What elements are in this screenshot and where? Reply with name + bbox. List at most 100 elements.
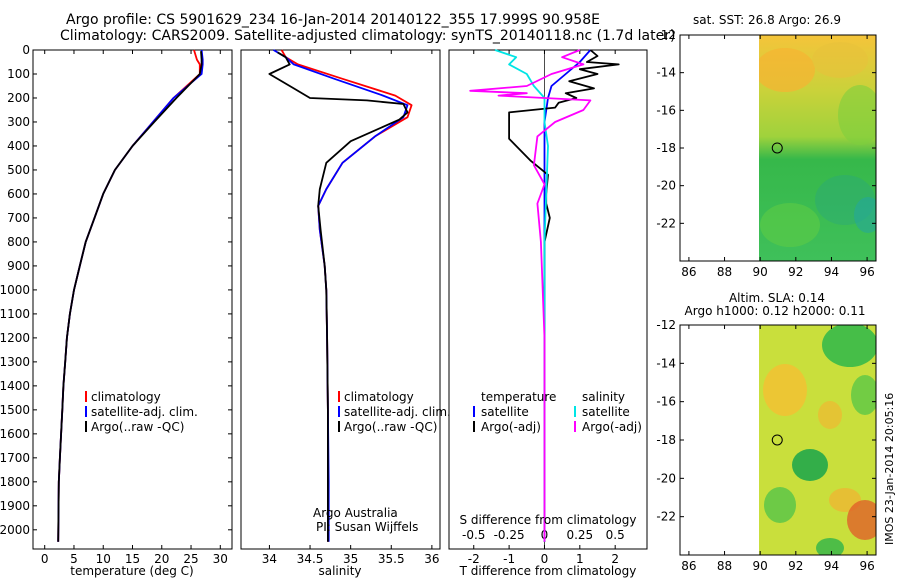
x-tick-label: -1 — [503, 552, 515, 566]
legend-swatch-argo — [338, 421, 340, 432]
x-tick-label: 92 — [788, 559, 803, 573]
difference-xlabel-top: S difference from climatology — [460, 513, 637, 527]
series-line-argo-raw-qc- — [57, 51, 203, 542]
x-tick-label: 94 — [824, 265, 839, 279]
legend-swatch-temp-satellite — [473, 406, 475, 417]
y-tick-label: 600 — [7, 187, 30, 201]
series-line-salinity-satellite — [494, 49, 549, 542]
legend-label-temp-satellite: satellite — [481, 405, 529, 419]
sst-map-image — [759, 35, 876, 261]
x-tick-label: 0 — [541, 552, 549, 566]
legend-swatch-sal-argo — [574, 421, 576, 432]
y-tick-label: 1000 — [0, 283, 30, 297]
x-tick-label: -2 — [468, 552, 480, 566]
salinity-xlabel: salinity — [318, 564, 361, 578]
y-tick-label: -14 — [656, 66, 676, 80]
x-tick-label-top: 0.25 — [566, 528, 593, 542]
credit-line1: Argo Australia — [313, 506, 398, 520]
y-tick-label: 1700 — [0, 451, 30, 465]
temperature-plot-frame — [32, 49, 233, 550]
difference-legend: temperature salinity satellite Argo(-adj… — [473, 390, 642, 434]
figure-title-line1: Argo profile: CS 5901629_234 16-Jan-2014… — [66, 12, 600, 28]
x-tick-label: 20 — [154, 552, 169, 566]
legend-swatch-sal-satellite — [574, 406, 576, 417]
x-tick-label: 1 — [576, 552, 584, 566]
y-tick-label: 1300 — [0, 355, 30, 369]
legend-label-satellite: satellite-adj. clim. — [344, 405, 451, 419]
series-line-satellite-adj-clim- — [57, 49, 204, 542]
credit-line2: PI: Susan Wijffels — [316, 520, 418, 534]
x-tick-label: 90 — [753, 559, 768, 573]
series-line-climatology — [57, 49, 201, 542]
y-tick-label: -16 — [656, 395, 676, 409]
legend-header-temperature: temperature — [481, 390, 556, 404]
x-tick-label-top: -0.25 — [494, 528, 525, 542]
salinity-plot: 34 34.5 35 35.5 36 — [262, 49, 440, 566]
x-tick-label: 88 — [717, 559, 732, 573]
y-tick-label: -22 — [656, 216, 676, 230]
x-tick-label: 94 — [824, 559, 839, 573]
legend-label-sal-satellite: satellite — [582, 405, 630, 419]
legend-swatch-satellite — [338, 406, 340, 417]
series-line-argo-raw-qc- — [268, 51, 409, 542]
temperature-legend: climatology satellite-adj. clim. Argo(..… — [85, 390, 198, 434]
y-tick-label: 100 — [7, 67, 30, 81]
x-tick-label: 15 — [125, 552, 140, 566]
x-tick-label: 5 — [70, 552, 78, 566]
temperature-plot: 0100200300400500600700800900100011001200… — [0, 43, 232, 566]
series-line-temperature-satellite — [543, 49, 592, 542]
legend-label-temp-argo: Argo(-adj) — [481, 420, 541, 434]
y-tick-label: 1200 — [0, 331, 30, 345]
sla-map-title-line1: Altim. SLA: 0.14 — [729, 291, 825, 305]
legend-label-argo: Argo(..raw -QC) — [91, 420, 184, 434]
y-tick-label: 1100 — [0, 307, 30, 321]
series-line-satellite-adj-clim- — [273, 49, 409, 542]
x-tick-label: 2 — [611, 552, 619, 566]
x-tick-label: 36 — [424, 552, 439, 566]
x-tick-label: 86 — [681, 559, 696, 573]
x-tick-label-top: -0.5 — [462, 528, 485, 542]
x-tick-label: 92 — [788, 265, 803, 279]
difference-plot-frame — [448, 49, 648, 550]
y-tick-label: 800 — [7, 235, 30, 249]
y-tick-label: 300 — [7, 115, 30, 129]
y-tick-label: 1400 — [0, 379, 30, 393]
y-tick-label: -20 — [656, 179, 676, 193]
difference-xlabel: T difference from climatology — [459, 564, 637, 578]
y-tick-label: -18 — [656, 433, 676, 447]
y-tick-label: 500 — [7, 163, 30, 177]
x-tick-label: 86 — [681, 265, 696, 279]
x-tick-label-top: 0.5 — [606, 528, 625, 542]
y-tick-label: 1500 — [0, 403, 30, 417]
legend-swatch-climatology — [338, 391, 340, 402]
figure-title-line2: Climatology: CARS2009. Satellite-adjuste… — [60, 28, 675, 44]
y-tick-label: -12 — [656, 318, 676, 332]
legend-label-sal-argo: Argo(-adj) — [582, 420, 642, 434]
sla-map-image — [759, 325, 876, 555]
timestamp-stamp: IMOS 23-Jan-2014 20:05:16 — [883, 393, 896, 545]
sst-map-title: sat. SST: 26.8 Argo: 26.9 — [693, 13, 841, 27]
sla-map-title-line2: Argo h1000: 0.12 h2000: 0.11 — [685, 304, 866, 318]
sst-map-axes: 86 88 90 92 94 96 -12 -14 -16 -18 -20 -22 — [656, 28, 876, 279]
series-line-salinity-argo-adj- — [469, 49, 592, 542]
legend-swatch-temp-argo — [473, 421, 475, 432]
legend-label-climatology: climatology — [344, 390, 414, 404]
x-tick-label: 10 — [96, 552, 111, 566]
legend-label-climatology: climatology — [91, 390, 161, 404]
x-tick-label: 0 — [41, 552, 49, 566]
y-tick-label: 1600 — [0, 427, 30, 441]
x-tick-label: 25 — [183, 552, 198, 566]
y-tick-label: -12 — [656, 28, 676, 42]
x-tick-label: 30 — [213, 552, 228, 566]
temperature-xlabel: temperature (deg C) — [70, 564, 193, 578]
difference-plot: -2 -1 0 1 2-0.5 -0.25 0 0.25 0.5 — [462, 49, 625, 566]
y-tick-label: -18 — [656, 141, 676, 155]
x-tick-label: 96 — [859, 265, 874, 279]
y-tick-label: -20 — [656, 471, 676, 485]
y-tick-label: 700 — [7, 211, 30, 225]
y-tick-label: -22 — [656, 510, 676, 524]
y-tick-label: 0 — [22, 43, 30, 57]
legend-swatch-satellite — [85, 406, 87, 417]
y-tick-label: -16 — [656, 103, 676, 117]
